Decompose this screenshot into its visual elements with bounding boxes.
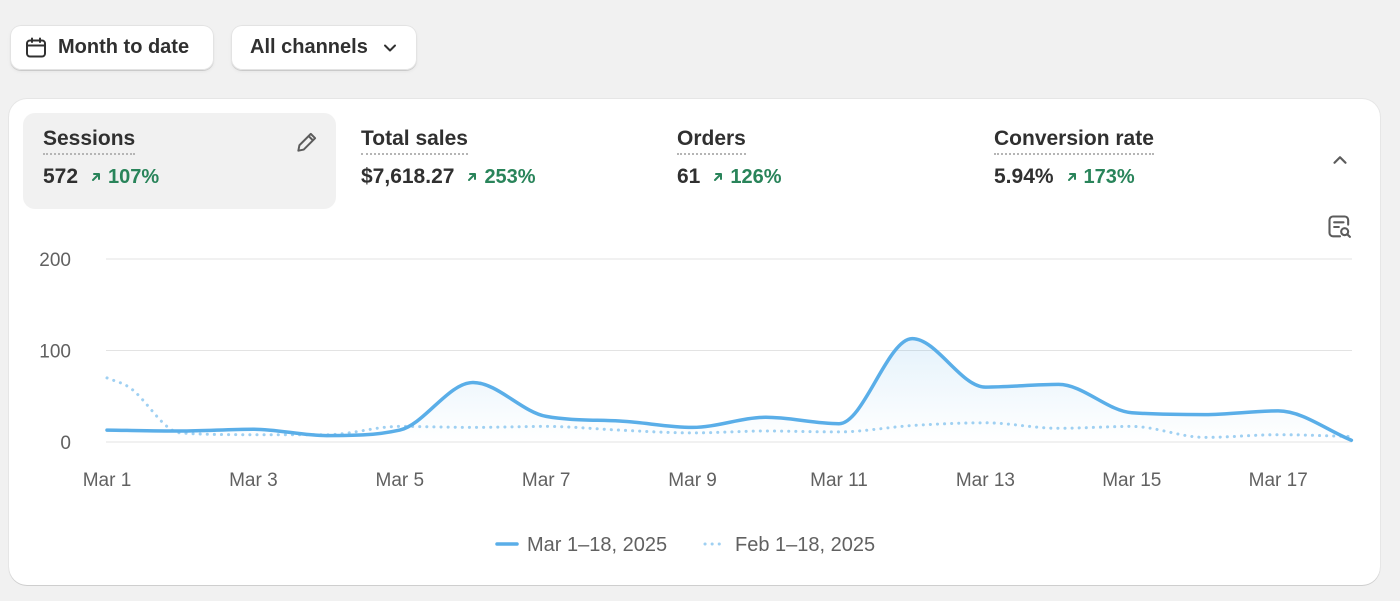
metric-tab-conversion-rate[interactable]: Conversion rate 5.94% 173%: [974, 113, 1284, 209]
insight-icon[interactable]: [1326, 213, 1354, 241]
metric-change: 173%: [1066, 166, 1135, 189]
arrow-up-right-icon: [714, 173, 723, 181]
metric-label: Orders: [677, 127, 746, 155]
metric-change-value: 126%: [730, 165, 782, 188]
series-line-current: [105, 336, 1354, 442]
chevron-down-icon: [383, 44, 396, 51]
metric-value: 572: [43, 165, 79, 188]
channel-filter-label: All channels: [250, 36, 368, 58]
metric-change-value: 173%: [1083, 165, 1135, 188]
date-range-label: Month to date: [58, 36, 190, 58]
metric-change-value: 253%: [484, 165, 536, 188]
legend-item-previous[interactable]: Feb 1–18, 2025: [703, 534, 875, 556]
x-tick-label: Mar 1: [83, 470, 132, 491]
metric-value: 5.94%: [994, 165, 1054, 188]
metric-change: 107%: [90, 166, 159, 189]
x-tick-label: Mar 9: [668, 470, 717, 491]
legend: Mar 1–18, 2025 Feb 1–18, 2025: [495, 534, 875, 556]
legend-label-current: Mar 1–18, 2025: [527, 534, 667, 556]
calendar-icon: [26, 37, 46, 57]
metric-tab-sessions[interactable]: Sessions 572 107%: [23, 113, 336, 209]
analytics-card: Sessions 572 107% Total sales $7,618.27 …: [9, 99, 1380, 585]
arrow-up-right-icon: [1067, 173, 1076, 181]
metric-label: Total sales: [361, 127, 468, 155]
metric-label: Sessions: [43, 127, 136, 155]
metric-value: $7,618.27: [361, 165, 455, 188]
x-tick-label: Mar 15: [1102, 470, 1161, 491]
legend-label-previous: Feb 1–18, 2025: [735, 534, 875, 556]
metric-label: Conversion rate: [994, 127, 1154, 155]
chevron-up-icon[interactable]: [1329, 149, 1351, 171]
date-range-button[interactable]: Month to date: [10, 25, 214, 70]
pencil-icon[interactable]: [294, 129, 320, 155]
sessions-line-chart: 0 100 200 Mar 1 Mar 3 Mar 5 Mar 7 Mar 9 Mar 11 M…: [39, 250, 1354, 556]
metric-change-value: 107%: [108, 165, 160, 188]
arrow-up-right-icon: [468, 173, 477, 181]
x-tick-label: Mar 11: [810, 470, 868, 491]
y-tick-label: 0: [60, 433, 71, 454]
metric-change: 126%: [712, 165, 782, 189]
arrow-up-right-icon: [92, 173, 101, 181]
series-area-current: [107, 338, 1352, 442]
legend-item-current[interactable]: Mar 1–18, 2025: [495, 534, 667, 556]
x-tick-label: Mar 17: [1249, 470, 1308, 491]
channel-filter-button[interactable]: All channels: [231, 25, 417, 70]
metric-change: 253%: [466, 165, 536, 189]
x-tick-label: Mar 7: [522, 470, 571, 491]
metric-tab-orders[interactable]: Orders 61 126%: [657, 113, 957, 209]
x-tick-label: Mar 5: [376, 470, 425, 491]
y-tick-label: 200: [39, 250, 71, 271]
metric-tab-total-sales[interactable]: Total sales $7,618.27 253%: [341, 113, 641, 209]
y-tick-label: 100: [39, 342, 71, 363]
metric-value: 61: [677, 165, 701, 188]
x-tick-label: Mar 3: [229, 470, 278, 491]
x-tick-label: Mar 13: [956, 470, 1015, 491]
